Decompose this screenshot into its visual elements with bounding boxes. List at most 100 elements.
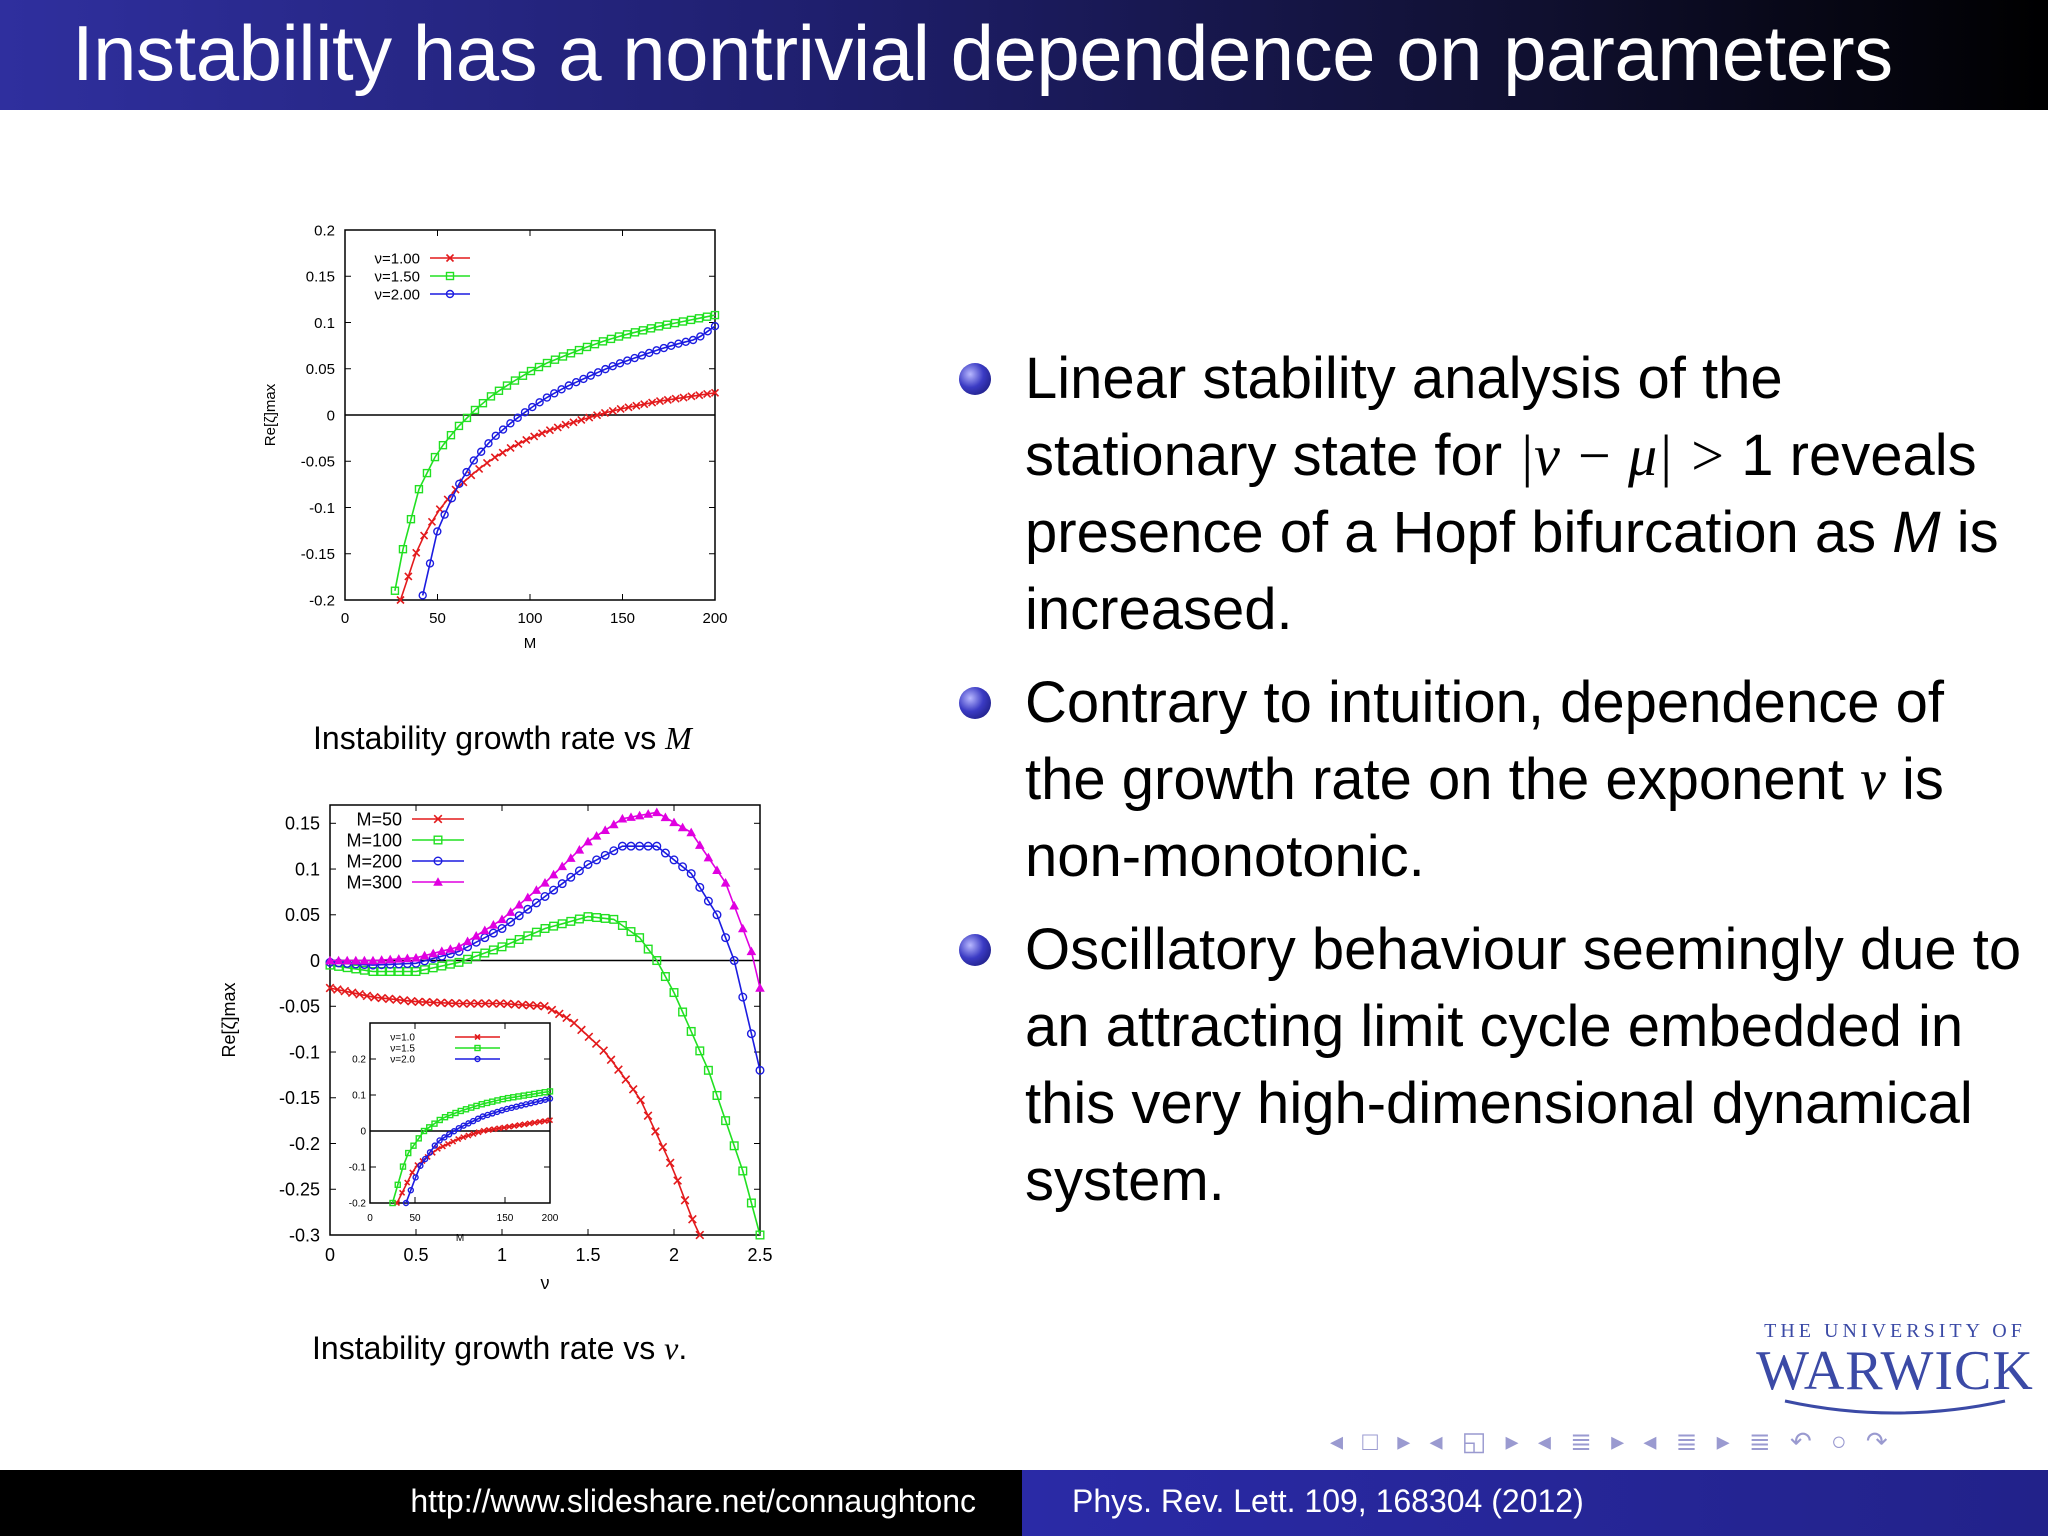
legend-label: M=300 <box>346 872 402 892</box>
data-point-marker <box>498 425 508 434</box>
y-tick-label: 0.15 <box>306 269 335 286</box>
data-point-marker <box>404 1179 411 1186</box>
data-point-marker <box>624 403 633 412</box>
data-point-marker <box>660 812 671 822</box>
data-point-marker <box>592 411 602 420</box>
legend-label: M=50 <box>356 809 402 829</box>
data-point-marker <box>695 840 705 849</box>
legend-marker <box>474 1044 481 1052</box>
data-point-marker <box>368 955 378 965</box>
x-tick-label: 50 <box>429 610 446 627</box>
logo-arc-icon <box>1784 1399 2006 1415</box>
bullet-ball-icon <box>959 934 991 966</box>
data-point-marker <box>550 355 560 364</box>
series-M=300 <box>325 807 765 992</box>
data-point-marker <box>488 928 498 938</box>
data-point-marker <box>502 381 512 390</box>
data-point-marker <box>482 458 492 468</box>
y-tick-label: -0.1 <box>309 500 335 517</box>
x-tick-label: 150 <box>610 610 635 627</box>
data-point-marker <box>474 1115 482 1122</box>
data-point-marker <box>506 419 515 428</box>
data-point-marker <box>615 359 625 368</box>
data-point-marker <box>703 852 714 862</box>
data-point-marker <box>455 1135 462 1143</box>
data-point-marker <box>554 1009 564 1019</box>
data-point-marker <box>669 817 679 827</box>
data-point-marker <box>548 869 559 879</box>
data-point-marker <box>654 322 664 331</box>
legend-label: M=100 <box>346 830 402 850</box>
data-point-marker <box>333 985 342 994</box>
data-point-marker <box>688 1214 697 1224</box>
data-point-marker <box>390 586 400 595</box>
data-point-marker <box>643 841 653 851</box>
data-point-marker <box>617 920 627 930</box>
data-point-marker <box>630 328 640 337</box>
data-point-marker <box>703 327 712 336</box>
data-point-marker <box>617 841 627 851</box>
data-point-marker <box>678 317 688 326</box>
data-point-marker <box>702 312 712 321</box>
data-point-marker <box>659 343 669 353</box>
data-point-marker <box>591 831 602 840</box>
data-point-marker <box>617 813 628 823</box>
x-tick-label: 50 <box>409 1213 421 1224</box>
y-tick-label: 0.15 <box>285 814 320 834</box>
data-point-marker <box>673 1176 682 1185</box>
data-point-marker <box>526 1120 533 1127</box>
footer-right: Phys. Rev. Lett. 109, 168304 (2012) <box>1022 1470 2048 1536</box>
y-tick-label: -0.05 <box>301 454 335 471</box>
data-point-marker <box>446 430 456 440</box>
data-point-marker <box>635 933 645 943</box>
data-point-marker <box>652 956 662 966</box>
beamer-navigation[interactable]: ◂ □ ▸ ◂ ◱ ▸ ◂ ≣ ▸ ◂ ≣ ▸ ≣ ↶ ○ ↷ <box>1330 1426 1894 1456</box>
data-point-marker <box>670 318 680 328</box>
data-point-marker <box>420 531 429 540</box>
data-point-marker <box>420 1127 428 1135</box>
data-point-marker <box>608 361 617 371</box>
data-point-marker <box>376 955 387 964</box>
series-ν=1.00 <box>396 388 720 605</box>
data-point-marker <box>445 289 455 299</box>
data-point-marker <box>394 954 404 963</box>
data-point-marker <box>491 431 500 440</box>
data-point-marker <box>407 1187 415 1194</box>
data-point-marker <box>626 841 636 851</box>
data-point-marker <box>557 385 566 394</box>
data-point-marker <box>608 406 617 416</box>
bullet-1-math: |ν − μ| > <box>1518 423 1742 488</box>
data-point-marker <box>643 1111 653 1121</box>
data-point-marker <box>506 1123 513 1130</box>
data-point-marker <box>738 1166 748 1176</box>
data-point-marker <box>574 345 584 355</box>
caption-2-text: Instability growth rate vs <box>312 1330 665 1366</box>
y-tick-label: 0.05 <box>306 361 335 378</box>
data-point-marker <box>686 1026 696 1036</box>
data-point-marker <box>476 447 486 456</box>
data-point-marker <box>574 866 584 876</box>
data-point-marker <box>414 484 424 494</box>
data-point-marker <box>462 413 472 423</box>
data-point-marker <box>437 961 447 971</box>
data-point-marker <box>506 443 515 452</box>
data-point-marker <box>550 389 559 398</box>
data-point-marker <box>523 892 533 902</box>
y-axis-label: Re[ζ]max <box>219 983 239 1058</box>
data-point-marker <box>474 1044 481 1052</box>
data-point-marker <box>546 1117 554 1124</box>
data-point-marker <box>433 527 442 536</box>
data-point-marker <box>526 366 536 376</box>
series-line <box>405 1097 551 1204</box>
data-point-marker <box>531 927 541 937</box>
y-tick-label: 0.2 <box>314 222 335 239</box>
data-point-marker <box>458 999 468 1008</box>
data-point-marker <box>695 391 704 400</box>
data-point-marker <box>584 1032 594 1042</box>
data-point-marker <box>710 321 720 331</box>
y-tick-label: -0.1 <box>349 1163 367 1174</box>
data-point-marker <box>686 827 696 837</box>
data-point-marker <box>450 1128 458 1135</box>
data-point-marker <box>638 326 648 335</box>
bullet-item: Contrary to intuition, dependence of the… <box>955 664 2035 895</box>
